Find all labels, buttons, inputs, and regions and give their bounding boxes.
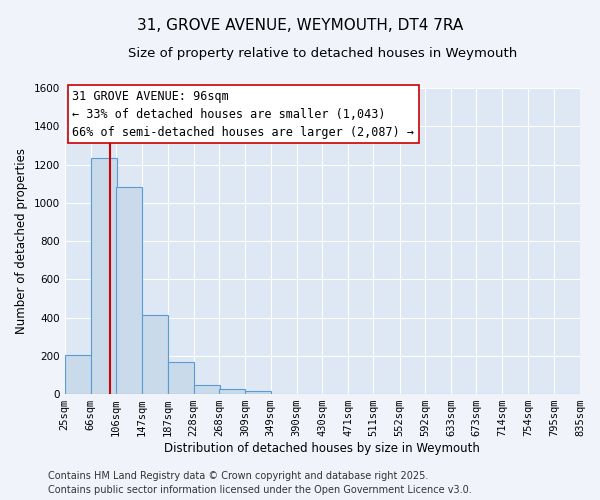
Text: 31, GROVE AVENUE, WEYMOUTH, DT4 7RA: 31, GROVE AVENUE, WEYMOUTH, DT4 7RA: [137, 18, 463, 32]
Bar: [142, 314, 168, 394]
X-axis label: Distribution of detached houses by size in Weymouth: Distribution of detached houses by size …: [164, 442, 480, 455]
Bar: [245, 391, 271, 394]
Bar: [194, 384, 220, 394]
Text: Contains HM Land Registry data © Crown copyright and database right 2025.
Contai: Contains HM Land Registry data © Crown c…: [48, 471, 472, 495]
Bar: [65, 355, 91, 394]
Bar: [167, 362, 194, 394]
Title: Size of property relative to detached houses in Weymouth: Size of property relative to detached ho…: [128, 48, 517, 60]
Bar: [91, 158, 117, 394]
Bar: [219, 390, 245, 394]
Y-axis label: Number of detached properties: Number of detached properties: [15, 148, 28, 334]
Bar: [116, 186, 142, 394]
Text: 31 GROVE AVENUE: 96sqm
← 33% of detached houses are smaller (1,043)
66% of semi-: 31 GROVE AVENUE: 96sqm ← 33% of detached…: [73, 90, 415, 138]
